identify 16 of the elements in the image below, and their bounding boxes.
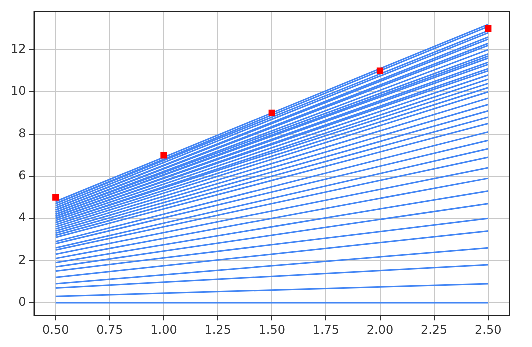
x-tick-label: 1.00 [150, 322, 178, 337]
x-tick-label: 1.50 [258, 322, 286, 337]
x-tick-label: 1.25 [204, 322, 232, 337]
x-tick-label: 2.25 [420, 322, 448, 337]
x-tick-label: 2.00 [366, 322, 394, 337]
x-tick-label: 1.75 [312, 322, 340, 337]
y-tick-label: 0 [18, 295, 26, 310]
y-tick-label: 2 [18, 252, 26, 267]
x-tick-label: 0.75 [96, 322, 124, 337]
x-tick-label: 2.50 [475, 322, 502, 337]
y-tick-label: 6 [18, 168, 26, 183]
y-tick-label: 8 [18, 126, 26, 140]
x-tick-label: 0.50 [42, 322, 70, 337]
y-tick-label: 12 [10, 42, 26, 56]
y-tick-label: 4 [18, 210, 26, 225]
y-tick-label: 10 [10, 84, 26, 98]
